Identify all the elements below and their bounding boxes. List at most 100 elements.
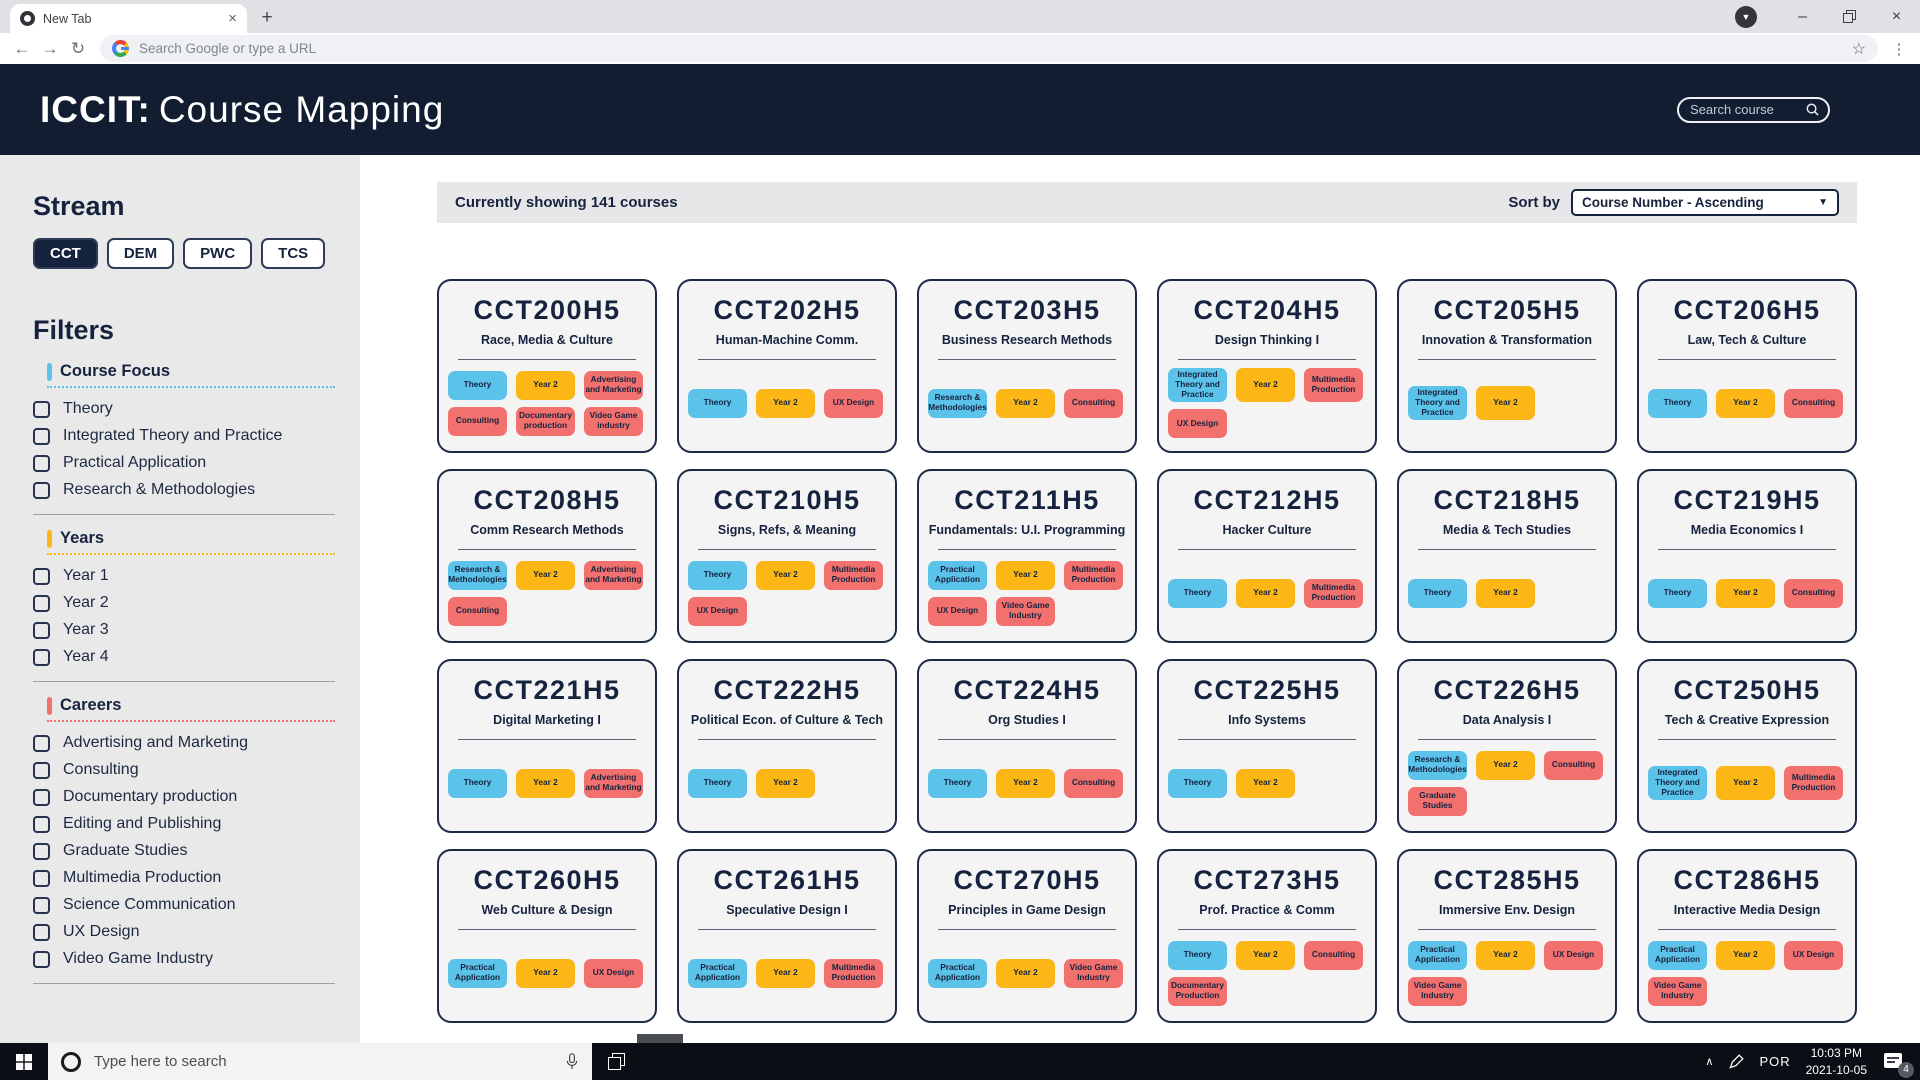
page-title: ICCIT: Course Mapping — [40, 89, 444, 131]
filter-checkbox[interactable] — [33, 923, 50, 941]
filter-group-divider — [33, 514, 335, 515]
microphone-icon[interactable] — [565, 1052, 579, 1071]
course-card-cct218h5[interactable]: CCT218H5 Media & Tech Studies Theory Year 2 — [1397, 469, 1617, 643]
course-card-cct211h5[interactable]: CCT211H5 Fundamentals: U.I. Programming Pr… — [917, 469, 1137, 643]
card-divider — [1178, 358, 1356, 360]
omnibox-placeholder: Search Google or type a URL — [139, 41, 317, 56]
course-card-cct222h5[interactable]: CCT222H5 Political Econ. of Culture & Tec… — [677, 659, 897, 833]
course-code: CCT222H5 — [713, 675, 861, 705]
notification-center-button[interactable]: 4 — [1882, 1050, 1914, 1078]
filter-checkbox[interactable] — [33, 896, 50, 914]
course-search-input[interactable] — [1688, 101, 1800, 118]
taskbar-search-box[interactable] — [48, 1043, 592, 1080]
stream-button-dem[interactable]: DEM — [106, 238, 175, 269]
course-card-cct261h5[interactable]: CCT261H5 Speculative Design I Practical Ap… — [677, 849, 897, 1023]
filter-checkbox[interactable] — [33, 734, 50, 752]
course-name: Info Systems — [1228, 712, 1306, 727]
filter-checkbox[interactable] — [33, 427, 50, 445]
back-icon[interactable]: ← — [13, 38, 31, 58]
course-card-cct286h5[interactable]: CCT286H5 Interactive Media Design Practica… — [1637, 849, 1857, 1023]
filter-checkbox[interactable] — [33, 567, 50, 585]
course-card-cct203h5[interactable]: CCT203H5 Business Research Methods Researc… — [917, 279, 1137, 453]
course-code: CCT208H5 — [473, 485, 621, 515]
start-button[interactable] — [0, 1043, 48, 1080]
course-card-cct260h5[interactable]: CCT260H5 Web Culture & Design Practical Ap… — [437, 849, 657, 1023]
task-view-button[interactable] — [592, 1043, 640, 1080]
course-code: CCT206H5 — [1673, 295, 1821, 325]
windows-ink-pen-icon[interactable] — [1728, 1053, 1745, 1070]
course-card-cct210h5[interactable]: CCT210H5 Signs, Refs, & Meaning Theory Year… — [677, 469, 897, 643]
search-icon — [1806, 103, 1819, 116]
filter-checkbox[interactable] — [33, 815, 50, 833]
browser-update-icon[interactable]: ▼ — [1735, 5, 1757, 28]
filter-label: Year 3 — [63, 621, 109, 638]
filter-checkbox[interactable] — [33, 481, 50, 499]
window-close-button[interactable]: × — [1891, 7, 1902, 25]
filter-group-divider — [33, 681, 335, 682]
course-card-cct270h5[interactable]: CCT270H5 Principles in Game Design Practic… — [917, 849, 1137, 1023]
course-card-cct205h5[interactable]: CCT205H5 Innovation & Transformation Integ… — [1397, 279, 1617, 453]
taskbar-search-input[interactable] — [92, 1052, 554, 1071]
page-body: Stream CCT DEM PWC TCS Filters Course Focus… — [0, 155, 1920, 1043]
card-divider — [698, 738, 876, 740]
filter-item: Science Communication — [33, 896, 335, 914]
course-search-box[interactable] — [1677, 96, 1830, 123]
filter-item: Advertising and Marketing — [33, 734, 335, 752]
stream-button-pwc[interactable]: PWC — [183, 238, 253, 269]
course-name: Human-Machine Comm. — [715, 332, 859, 347]
accent-bar-icon — [47, 362, 52, 381]
filter-checkbox[interactable] — [33, 842, 50, 860]
card-divider — [1658, 548, 1836, 550]
course-tag-career: Consulting — [1784, 388, 1843, 418]
course-card-cct204h5[interactable]: CCT204H5 Design Thinking I Integrated Theo… — [1157, 279, 1377, 453]
filter-checkbox[interactable] — [33, 621, 50, 639]
stream-button-tcs[interactable]: TCS — [261, 238, 326, 269]
window-restore-button[interactable] — [1826, 0, 1873, 33]
filter-checkbox[interactable] — [33, 400, 50, 418]
browser-menu-kebab-icon[interactable]: ⋮ — [1891, 40, 1907, 58]
browser-tab[interactable]: New Tab × — [10, 4, 247, 33]
taskbar-clock[interactable]: 10:03 PM 2021-10-05 — [1806, 1045, 1867, 1077]
course-tags: Integrated Theory and Practice Year 2 — [1399, 360, 1615, 451]
course-card-cct273h5[interactable]: CCT273H5 Prof. Practice & Comm Theory Year … — [1157, 849, 1377, 1023]
course-tag-focus: Research & Methodologies — [1408, 750, 1467, 780]
course-card-cct200h5[interactable]: CCT200H5 Race, Media & Culture Theory Year … — [437, 279, 657, 453]
course-card-cct212h5[interactable]: CCT212H5 Hacker Culture Theory Year 2 Multim… — [1157, 469, 1377, 643]
course-tags: Theory Year 2 — [1159, 740, 1375, 831]
tab-close-icon[interactable]: × — [228, 10, 237, 27]
filter-checkbox[interactable] — [33, 950, 50, 968]
new-tab-button[interactable]: + — [261, 7, 273, 28]
course-card-cct285h5[interactable]: CCT285H5 Immersive Env. Design Practical A… — [1397, 849, 1617, 1023]
course-card-cct219h5[interactable]: CCT219H5 Media Economics I Theory Year 2 Con… — [1637, 469, 1857, 643]
course-card-cct206h5[interactable]: CCT206H5 Law, Tech & Culture Theory Year 2 C… — [1637, 279, 1857, 453]
filter-checkbox[interactable] — [33, 594, 50, 612]
forward-icon[interactable]: → — [41, 38, 59, 58]
filter-checkbox[interactable] — [33, 648, 50, 666]
course-tag-focus: Theory — [1168, 578, 1227, 608]
course-card-cct224h5[interactable]: CCT224H5 Org Studies I Theory Year 2 Consult… — [917, 659, 1137, 833]
course-card-cct202h5[interactable]: CCT202H5 Human-Machine Comm. Theory Year 2 U… — [677, 279, 897, 453]
bookmark-star-icon[interactable]: ☆ — [1851, 40, 1866, 58]
sort-select[interactable]: Course Number - Ascending ▼ — [1571, 189, 1839, 216]
course-card-cct250h5[interactable]: CCT250H5 Tech & Creative Expression Integr… — [1637, 659, 1857, 833]
course-card-cct221h5[interactable]: CCT221H5 Digital Marketing I Theory Year 2 A… — [437, 659, 657, 833]
course-tag-year: Year 2 — [756, 768, 815, 798]
stream-heading: Stream — [33, 191, 125, 221]
tray-chevron-icon[interactable]: ∧ — [1705, 1056, 1714, 1068]
url-omnibox[interactable]: Search Google or type a URL ☆ — [100, 35, 1878, 62]
course-card-cct226h5[interactable]: CCT226H5 Data Analysis I Research & Method… — [1397, 659, 1617, 833]
filter-checkbox[interactable] — [33, 788, 50, 806]
filter-checkbox[interactable] — [33, 761, 50, 779]
course-card-cct208h5[interactable]: CCT208H5 Comm Research Methods Research & … — [437, 469, 657, 643]
reload-icon[interactable]: ↻ — [70, 38, 86, 58]
course-card-cct225h5[interactable]: CCT225H5 Info Systems Theory Year 2 — [1157, 659, 1377, 833]
filter-checkbox[interactable] — [33, 454, 50, 472]
stream-button-cct[interactable]: CCT — [33, 238, 98, 269]
window-minimize-button[interactable]: – — [1798, 7, 1807, 25]
language-indicator[interactable]: POR — [1759, 1054, 1791, 1069]
card-divider — [458, 548, 636, 550]
filter-checkbox[interactable] — [33, 869, 50, 887]
windows-taskbar: ∧ POR 10:03 PM 2021-10-05 4 — [0, 1043, 1920, 1080]
course-tags: Theory Year 2 Advertising and Marketing Con… — [439, 360, 655, 451]
course-tag-focus: Theory — [688, 560, 747, 590]
